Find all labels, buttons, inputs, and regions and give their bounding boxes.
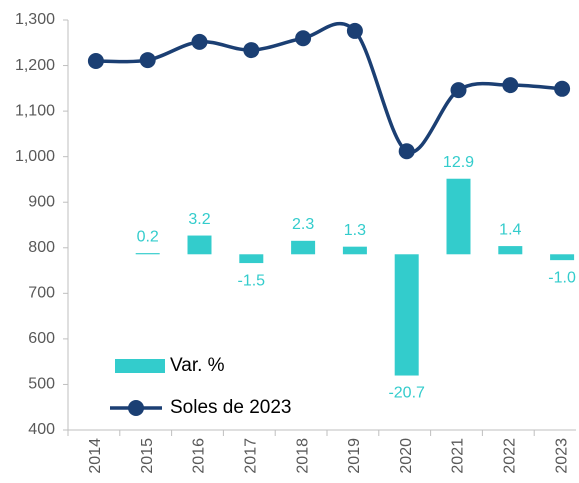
data-label: 0.2 xyxy=(137,228,159,245)
y-tick-label: 700 xyxy=(28,285,55,302)
y-tick-label: 1,000 xyxy=(15,148,55,165)
x-tick-label: 2020 xyxy=(398,438,415,474)
data-label: 1.4 xyxy=(499,221,521,238)
x-tick-label: 2018 xyxy=(294,438,311,474)
data-label: -20.7 xyxy=(388,385,425,402)
legend-marker xyxy=(128,400,144,416)
x-tick-label: 2016 xyxy=(191,438,208,474)
legend-swatch xyxy=(115,359,165,373)
x-tick-label: 2021 xyxy=(450,438,467,474)
marker xyxy=(295,30,312,47)
legend-label: Var. % xyxy=(170,355,225,376)
y-tick-label: 1,100 xyxy=(15,102,55,119)
marker xyxy=(502,77,519,94)
x-tick-label: 2017 xyxy=(243,438,260,474)
line xyxy=(95,21,563,154)
bar xyxy=(342,246,367,255)
marker xyxy=(346,22,363,39)
data-label: 3.2 xyxy=(188,211,210,228)
marker xyxy=(87,53,104,69)
y-tick-label: 1,300 xyxy=(15,11,55,28)
x-tick-label: 2023 xyxy=(553,438,570,474)
data-label: 12.9 xyxy=(443,154,474,171)
marker xyxy=(554,80,571,97)
bar xyxy=(135,253,160,255)
bar xyxy=(291,240,316,255)
x-tick-label: 2015 xyxy=(139,438,156,474)
x-tick-label: 2022 xyxy=(502,438,519,474)
bar xyxy=(550,254,575,261)
marker xyxy=(450,82,467,99)
y-tick-label: 800 xyxy=(28,239,55,256)
y-tick-label: 1,200 xyxy=(15,57,55,74)
bar xyxy=(498,246,523,255)
data-label: 2.3 xyxy=(292,216,314,233)
y-tick-label: 400 xyxy=(28,421,55,438)
x-tick-label: 2019 xyxy=(346,438,363,474)
data-label: 1.3 xyxy=(344,222,366,239)
bar xyxy=(187,235,212,255)
marker xyxy=(139,52,156,69)
x-tick-label: 2014 xyxy=(87,438,104,474)
bar xyxy=(394,254,419,376)
bar xyxy=(239,254,264,264)
data-label: -1.0 xyxy=(548,269,576,286)
y-tick-label: 900 xyxy=(28,193,55,210)
legend-label: Soles de 2023 xyxy=(170,397,292,418)
y-tick-label: 600 xyxy=(28,330,55,347)
marker xyxy=(243,42,260,59)
y-tick-label: 500 xyxy=(28,376,55,393)
marker xyxy=(398,143,415,160)
marker xyxy=(191,33,208,50)
data-label: -1.5 xyxy=(238,272,266,289)
bar xyxy=(446,178,471,255)
